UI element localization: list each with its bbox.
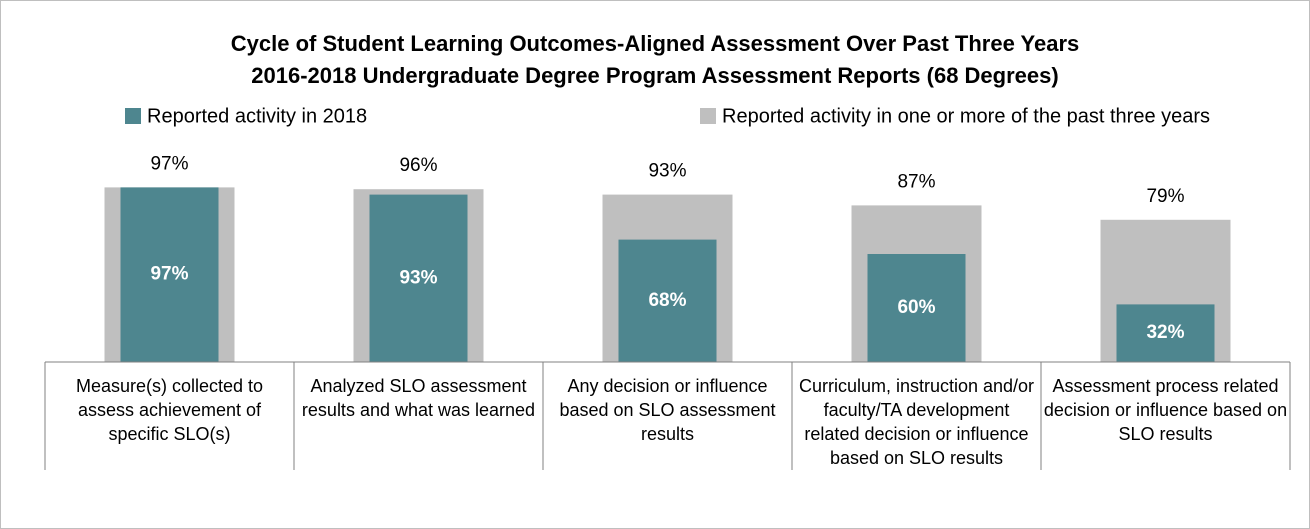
x-tick-label: Curriculum, instruction and/or faculty/T… [798, 376, 1035, 468]
x-tick-label: Analyzed SLO assessment results and what… [301, 376, 536, 420]
legend-label: Reported activity in 2018 [147, 105, 367, 127]
data-label: 79% [1146, 186, 1184, 207]
chart-subtitle: 2016-2018 Undergraduate Degree Program A… [251, 63, 1058, 88]
bar [120, 187, 219, 362]
bar [618, 239, 717, 362]
bar [867, 254, 966, 362]
chart-title: Cycle of Student Learning Outcomes-Align… [231, 31, 1080, 56]
data-label: 93% [648, 161, 686, 182]
bar [1116, 304, 1215, 362]
data-label: 32% [1146, 322, 1184, 343]
data-label: 93% [399, 267, 437, 288]
legend-swatch [700, 108, 716, 124]
bar [369, 194, 468, 362]
legend-swatch [125, 108, 141, 124]
data-label: 87% [897, 171, 935, 192]
data-label: 97% [150, 264, 188, 285]
data-label: 68% [648, 290, 686, 311]
legend-label: Reported activity in one or more of the … [722, 105, 1210, 127]
x-tick-label: Assessment process related decision or i… [1043, 376, 1288, 444]
data-label: 97% [150, 153, 188, 174]
data-label: 60% [897, 297, 935, 318]
x-tick-label: Any decision or influence based on SLO a… [559, 376, 776, 444]
data-label: 96% [399, 155, 437, 176]
x-tick-label: Measure(s) collected to assess achieveme… [75, 376, 264, 444]
